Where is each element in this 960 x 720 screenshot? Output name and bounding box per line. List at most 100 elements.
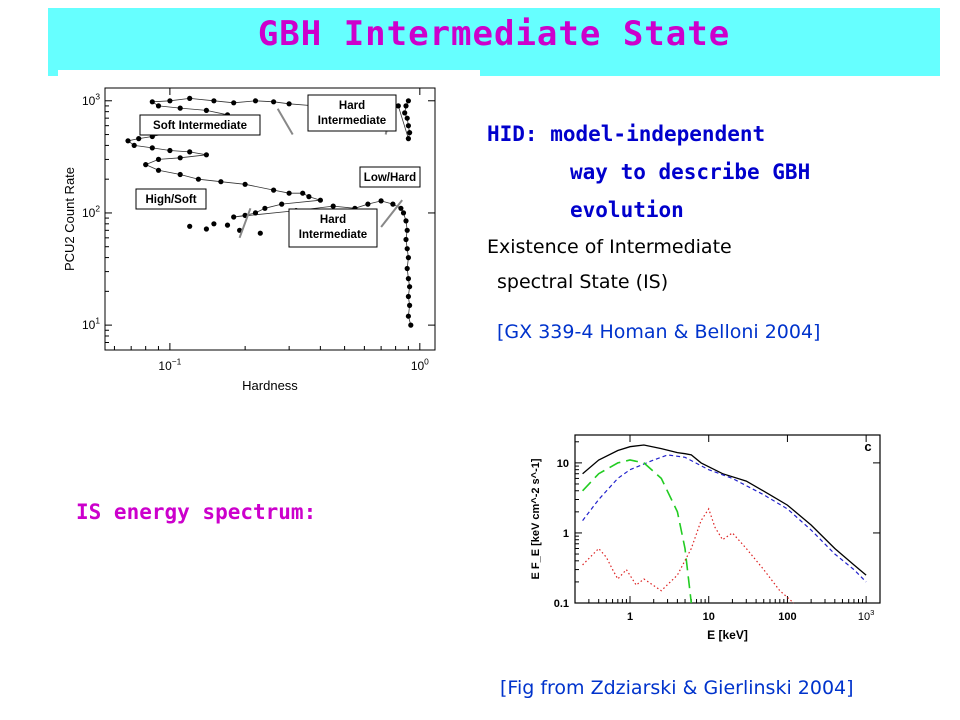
hid-state-label: Soft Intermediate <box>153 120 247 132</box>
hid-data-point <box>407 284 413 290</box>
hid-data-point <box>404 227 410 233</box>
hid-state-box <box>135 188 207 210</box>
hid-data-point <box>286 101 292 107</box>
hid-data-point <box>405 313 411 319</box>
hid-data-point <box>224 222 231 228</box>
hid-data-point <box>271 187 277 193</box>
hid-data-point <box>187 95 193 101</box>
hid-chart: 10−1 100 103 102 101 Hardness PCU2 Count Rate S… <box>62 87 436 393</box>
hid-data-point <box>149 99 155 105</box>
hid-data-point <box>252 210 259 216</box>
spectrum-series-long-dash-green <box>582 459 693 604</box>
spectrum-y-tick-label: 1 <box>563 528 569 540</box>
slide-title: GBH Intermediate State <box>257 14 731 54</box>
hid-transition-marker <box>380 199 403 228</box>
exist-line-1: Existence of Intermediate <box>487 236 732 258</box>
spectrum-series-dash-blue <box>582 454 867 583</box>
hid-state-label: Hard <box>339 100 365 112</box>
spectrum-y-tick-label: 0.1 <box>554 598 569 610</box>
hid-data-point <box>407 302 413 308</box>
title-divider <box>58 70 480 78</box>
hid-data-point <box>408 322 414 328</box>
hid-data-point <box>203 107 209 113</box>
hid-data-point <box>403 218 409 224</box>
hid-state-label: Low/Hard <box>364 172 416 184</box>
hid-data-point <box>257 230 263 236</box>
hid-data-point <box>365 201 371 207</box>
spectrum-panel-label: c <box>864 439 871 454</box>
hid-state-label: Intermediate <box>299 229 367 241</box>
hid-data-point <box>390 201 396 207</box>
spectrum-chart: 1 10 100 103 0.1 1 10 E [keV] E F_E [keV cm^-2 s… <box>530 434 881 642</box>
hid-y-tick-label: 101 <box>82 316 100 332</box>
hid-data-point <box>187 223 193 229</box>
hid-data-point <box>211 221 217 227</box>
hid-state-box <box>307 94 397 132</box>
spectrum-x-tick-label: 10 <box>703 611 715 623</box>
hid-data-point <box>143 162 149 168</box>
hid-data-point <box>317 197 323 203</box>
hid-data-point <box>402 110 408 116</box>
hid-data-point <box>177 105 183 111</box>
hid-data-point <box>155 156 162 162</box>
spectrum-y-axis-label: E F_E [keV cm^-2 s^-1] <box>530 458 542 579</box>
hid-data-point <box>218 179 224 185</box>
exist-line-2: spectral State (IS) <box>497 271 669 293</box>
hid-data-point <box>330 203 336 209</box>
hid-transition-marker <box>238 207 252 239</box>
spectrum-x-tick-label: 1 <box>627 611 633 623</box>
hid-data-point <box>404 265 410 272</box>
hid-state-label: High/Soft <box>145 194 196 206</box>
hid-data-point <box>405 255 411 261</box>
spectrum-y-tick-label: 10 <box>557 458 569 470</box>
hid-state-label: Hard <box>320 214 346 226</box>
hid-data-point <box>403 236 409 243</box>
hid-data-point <box>407 130 413 136</box>
spectrum-x-axis-label: E [keV] <box>707 628 748 642</box>
hid-data-point <box>177 171 183 178</box>
hid-data-point <box>279 201 285 207</box>
hid-data-point <box>405 98 411 104</box>
hid-data-point <box>286 190 292 196</box>
hid-data-point <box>404 115 410 121</box>
hid-data-point <box>167 147 173 154</box>
hid-data-point <box>187 149 193 155</box>
hid-data-point <box>403 103 409 109</box>
hid-x-tick-label: 100 <box>411 357 429 373</box>
hid-data-point <box>242 181 248 187</box>
hid-data-point <box>177 155 183 161</box>
hid-plot-frame <box>104 87 436 351</box>
title-banner <box>48 8 940 76</box>
spectrum-series-dot-red <box>582 507 795 604</box>
hid-state-label: Intermediate <box>318 115 386 127</box>
is-spectrum-label: IS energy spectrum: <box>76 500 317 524</box>
hid-data-point <box>398 205 404 211</box>
hid-data-point <box>131 142 137 148</box>
reference-zdziarski: [Fig from Zdziarski & Gierlinski 2004] <box>500 677 854 699</box>
hid-data-point <box>405 136 411 142</box>
hid-data-point <box>155 167 162 173</box>
hid-x-tick-label: 10−1 <box>158 357 181 373</box>
spectrum-x-tick-label: 103 <box>858 608 875 623</box>
hid-data-point <box>125 138 131 144</box>
spectrum-x-tick-label: 100 <box>778 611 796 623</box>
hid-data-point <box>306 194 312 200</box>
hid-data-point <box>136 136 142 142</box>
hid-data-point <box>400 210 407 216</box>
hid-data-point <box>155 103 162 109</box>
hid-data-point <box>271 99 277 105</box>
hid-y-tick-label: 102 <box>82 204 100 220</box>
hid-y-tick-label: 103 <box>82 91 100 107</box>
hid-data-point <box>203 152 209 158</box>
hid-line-2: way to describe GBH <box>570 160 811 184</box>
hid-data-point <box>378 198 384 204</box>
hid-data-point <box>149 145 155 151</box>
hid-data-point <box>300 190 306 196</box>
hid-data-point <box>203 226 209 232</box>
hid-data-point <box>404 246 410 252</box>
hid-transition-marker <box>276 108 294 136</box>
hid-data-point <box>231 214 237 220</box>
hid-line-3: evolution <box>570 198 684 222</box>
hid-data-point <box>395 103 401 109</box>
hid-line-1: HID: model-independent <box>487 122 766 146</box>
